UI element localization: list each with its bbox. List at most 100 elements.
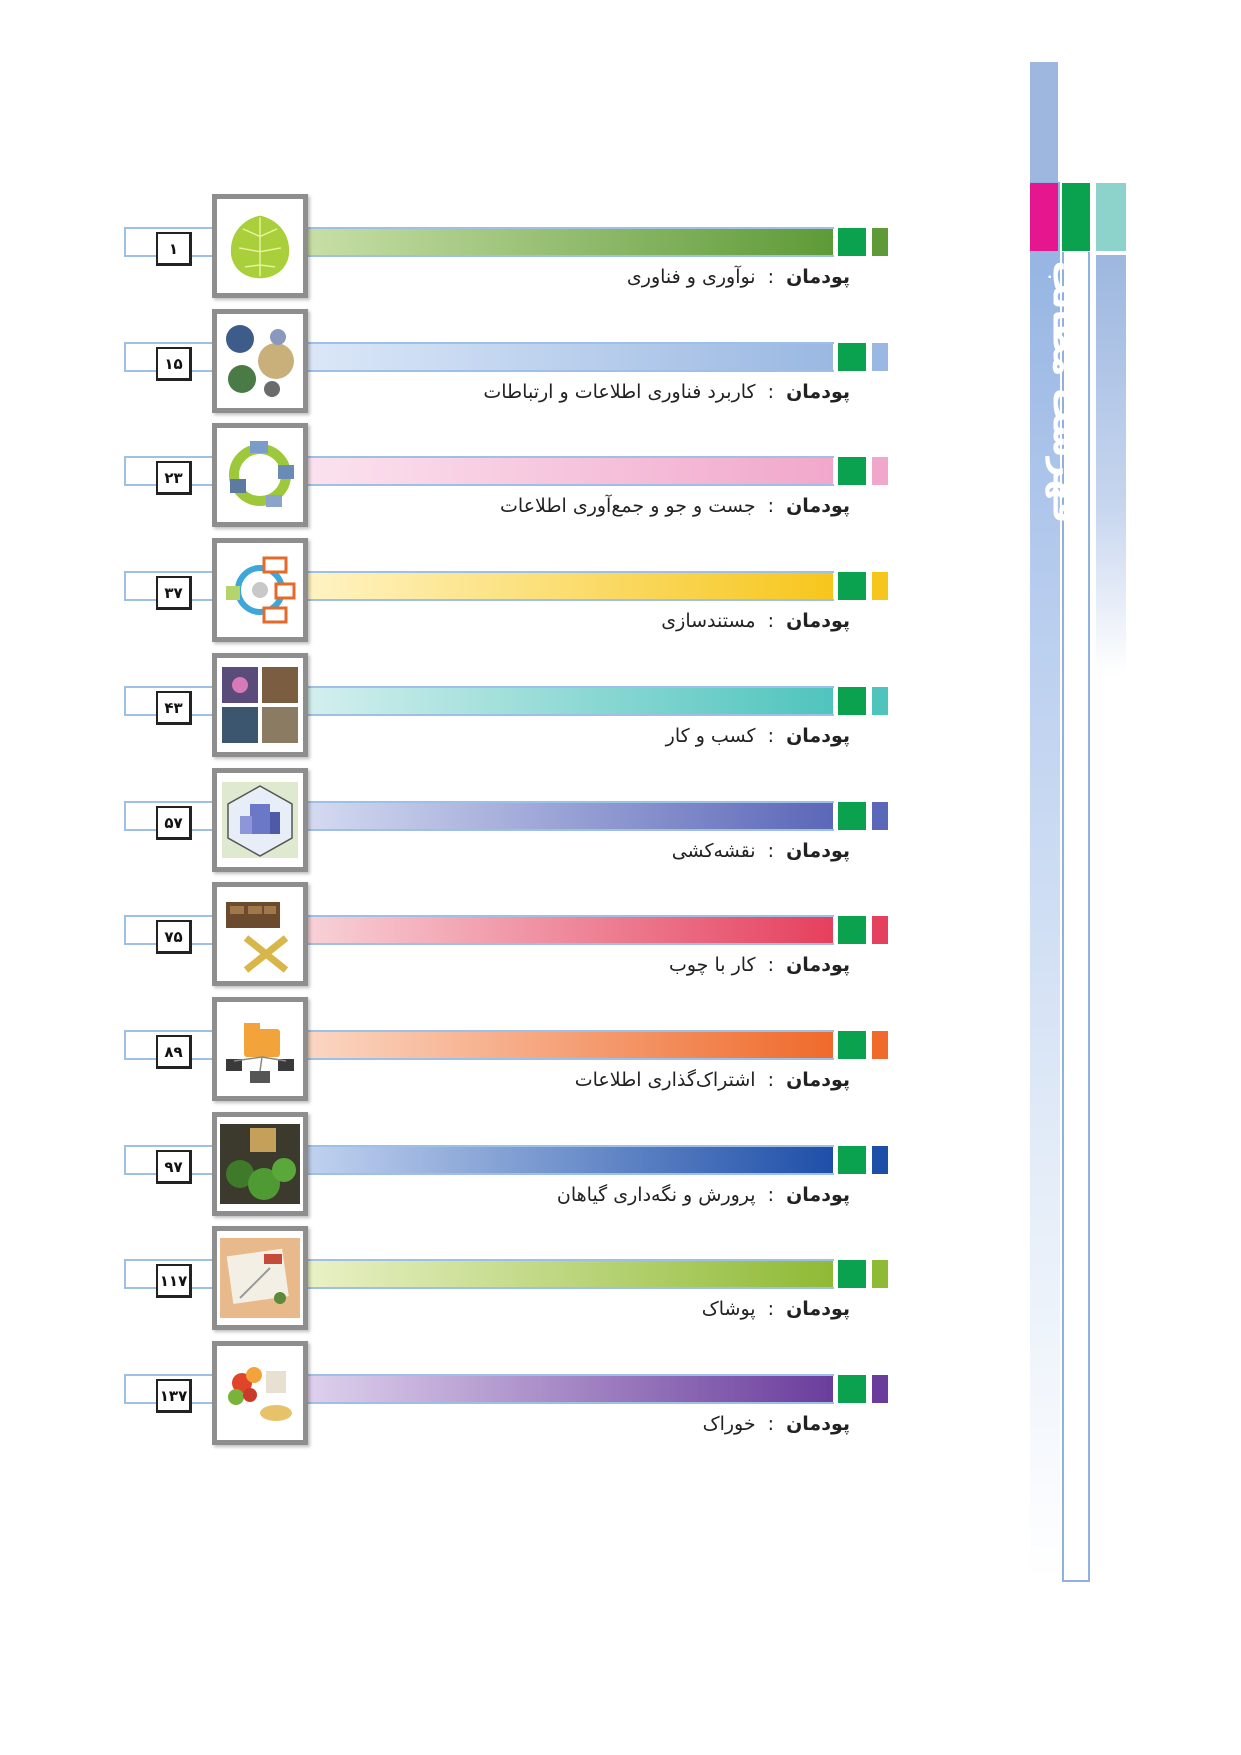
drafting-icon xyxy=(212,768,308,872)
entry-accent-square xyxy=(872,802,888,830)
entry-separator: : xyxy=(761,610,781,632)
entry-label: پودمان xyxy=(786,1298,850,1320)
entry-green-square xyxy=(838,802,866,830)
entry-color-bar xyxy=(300,573,833,599)
toc-entry[interactable]: ۱ پودمان : نوآوری و فناوری xyxy=(0,194,1000,304)
page-number[interactable]: ۵۷ xyxy=(156,806,192,840)
entry-green-square xyxy=(838,572,866,600)
entry-color-bar xyxy=(300,1147,833,1173)
woodwork-icon xyxy=(212,882,308,986)
entry-label: پودمان xyxy=(786,266,850,288)
side-band xyxy=(1030,182,1060,1582)
clothing-icon xyxy=(212,1226,308,1330)
entry-green-square xyxy=(838,457,866,485)
entry-label: پودمان xyxy=(786,725,850,747)
entry-title: کسب و کار xyxy=(665,725,756,747)
side-teal-block xyxy=(1096,183,1126,251)
toc-entry[interactable]: ۴۳ پودمان : کسب و کار xyxy=(0,653,1000,763)
entry-caption[interactable]: پودمان : نقشه‌کشی xyxy=(672,840,850,862)
side-pink-block xyxy=(1030,183,1058,251)
entry-accent-square xyxy=(872,1146,888,1174)
entry-caption[interactable]: پودمان : اشتراک‌گذاری اطلاعات xyxy=(575,1069,850,1091)
page-number[interactable]: ۱۱۷ xyxy=(156,1264,192,1298)
entry-caption[interactable]: پودمان : جست و جو و جمع‌آوری اطلاعات xyxy=(500,495,850,517)
entry-label: پودمان xyxy=(786,840,850,862)
entry-accent-square xyxy=(872,1260,888,1288)
toc-entry[interactable]: ۸۹ پودمان : اشتراک‌گذاری اطلاعات xyxy=(0,997,1000,1107)
entry-title: اشتراک‌گذاری اطلاعات xyxy=(574,1069,756,1091)
entry-separator: : xyxy=(761,1069,781,1091)
entry-title: نقشه‌کشی xyxy=(671,840,756,862)
entry-title: نوآوری و فناوری xyxy=(626,266,756,288)
entry-label: پودمان xyxy=(786,954,850,976)
search-cycle-icon xyxy=(212,423,308,527)
page-number[interactable]: ۱۳۷ xyxy=(156,1379,192,1413)
entry-green-square xyxy=(838,1031,866,1059)
page-number[interactable]: ۷۵ xyxy=(156,920,192,954)
entry-caption[interactable]: پودمان : خوراک xyxy=(703,1413,850,1435)
entry-separator: : xyxy=(761,266,781,288)
entry-green-square xyxy=(838,1375,866,1403)
entry-green-square xyxy=(838,343,866,371)
entry-green-square xyxy=(838,687,866,715)
toc-entry[interactable]: ۵۷ پودمان : نقشه‌کشی xyxy=(0,768,1000,878)
entry-separator: : xyxy=(761,725,781,747)
documentation-icon xyxy=(212,538,308,642)
entry-color-bar xyxy=(300,1261,833,1287)
entry-separator: : xyxy=(761,1413,781,1435)
entry-green-square xyxy=(838,1260,866,1288)
plants-icon xyxy=(212,1112,308,1216)
toc-entry[interactable]: ۲۳ پودمان : جست و جو و جمع‌آوری اطلاعات xyxy=(0,423,1000,533)
entry-title: جست و جو و جمع‌آوری اطلاعات xyxy=(500,495,756,517)
entry-caption[interactable]: پودمان : پوشاک xyxy=(702,1298,850,1320)
entry-accent-square xyxy=(872,1375,888,1403)
entry-color-bar xyxy=(300,1032,833,1058)
entry-accent-square xyxy=(872,572,888,600)
entry-title: مستندسازی xyxy=(661,610,756,632)
entry-accent-square xyxy=(872,343,888,371)
entry-caption[interactable]: پودمان : کار با چوب xyxy=(669,954,850,976)
shared-folder-icon xyxy=(212,997,308,1101)
page-number[interactable]: ۲۳ xyxy=(156,461,192,495)
entry-green-square xyxy=(838,1146,866,1174)
page-number[interactable]: ۳۷ xyxy=(156,576,192,610)
toc-entry[interactable]: ۱۵ پودمان : کاربرد فناوری اطلاعات و ارتبا… xyxy=(0,309,1000,419)
entry-color-bar xyxy=(300,803,833,829)
entry-color-bar xyxy=(300,1376,833,1402)
entry-separator: : xyxy=(761,954,781,976)
toc-entry[interactable]: ۱۳۷ پودمان : خوراک xyxy=(0,1341,1000,1451)
entry-caption[interactable]: پودمان : کسب و کار xyxy=(666,725,850,747)
side-green-block xyxy=(1062,183,1090,251)
entry-label: پودمان xyxy=(786,1184,850,1206)
entry-label: پودمان xyxy=(786,610,850,632)
entry-caption[interactable]: پودمان : نوآوری و فناوری xyxy=(627,266,850,288)
entry-accent-square xyxy=(872,1031,888,1059)
toc-title-wrap: فهرست مطالب xyxy=(1034,261,1094,524)
page-number[interactable]: ۸۹ xyxy=(156,1035,192,1069)
side-band-frame xyxy=(1062,252,1090,1582)
entry-accent-square xyxy=(872,687,888,715)
toc-entry[interactable]: ۳۷ پودمان : مستندسازی xyxy=(0,538,1000,648)
food-icon xyxy=(212,1341,308,1445)
entry-green-square xyxy=(838,916,866,944)
business-collage-icon xyxy=(212,653,308,757)
entry-caption[interactable]: پودمان : مستندسازی xyxy=(661,610,850,632)
entry-color-bar xyxy=(300,917,833,943)
page-number[interactable]: ۱۵ xyxy=(156,347,192,381)
entry-separator: : xyxy=(761,381,781,403)
entry-caption[interactable]: پودمان : کاربرد فناوری اطلاعات و ارتباطا… xyxy=(483,381,850,403)
entry-accent-square xyxy=(872,228,888,256)
page-number[interactable]: ۴۳ xyxy=(156,691,192,725)
entry-accent-square xyxy=(872,916,888,944)
toc-entry[interactable]: ۹۷ پودمان : پرورش و نگه‌داری گیاهان xyxy=(0,1112,1000,1222)
page-number[interactable]: ۱ xyxy=(156,232,192,266)
side-band-top xyxy=(1030,62,1058,182)
entry-color-bar xyxy=(300,229,833,255)
page-number[interactable]: ۹۷ xyxy=(156,1150,192,1184)
entry-color-bar xyxy=(300,344,833,370)
leaf-icon xyxy=(212,194,308,298)
toc-entry[interactable]: ۷۵ پودمان : کار با چوب xyxy=(0,882,1000,992)
entry-title: خوراک xyxy=(702,1413,756,1435)
toc-entry[interactable]: ۱۱۷ پودمان : پوشاک xyxy=(0,1226,1000,1336)
entry-caption[interactable]: پودمان : پرورش و نگه‌داری گیاهان xyxy=(557,1184,850,1206)
